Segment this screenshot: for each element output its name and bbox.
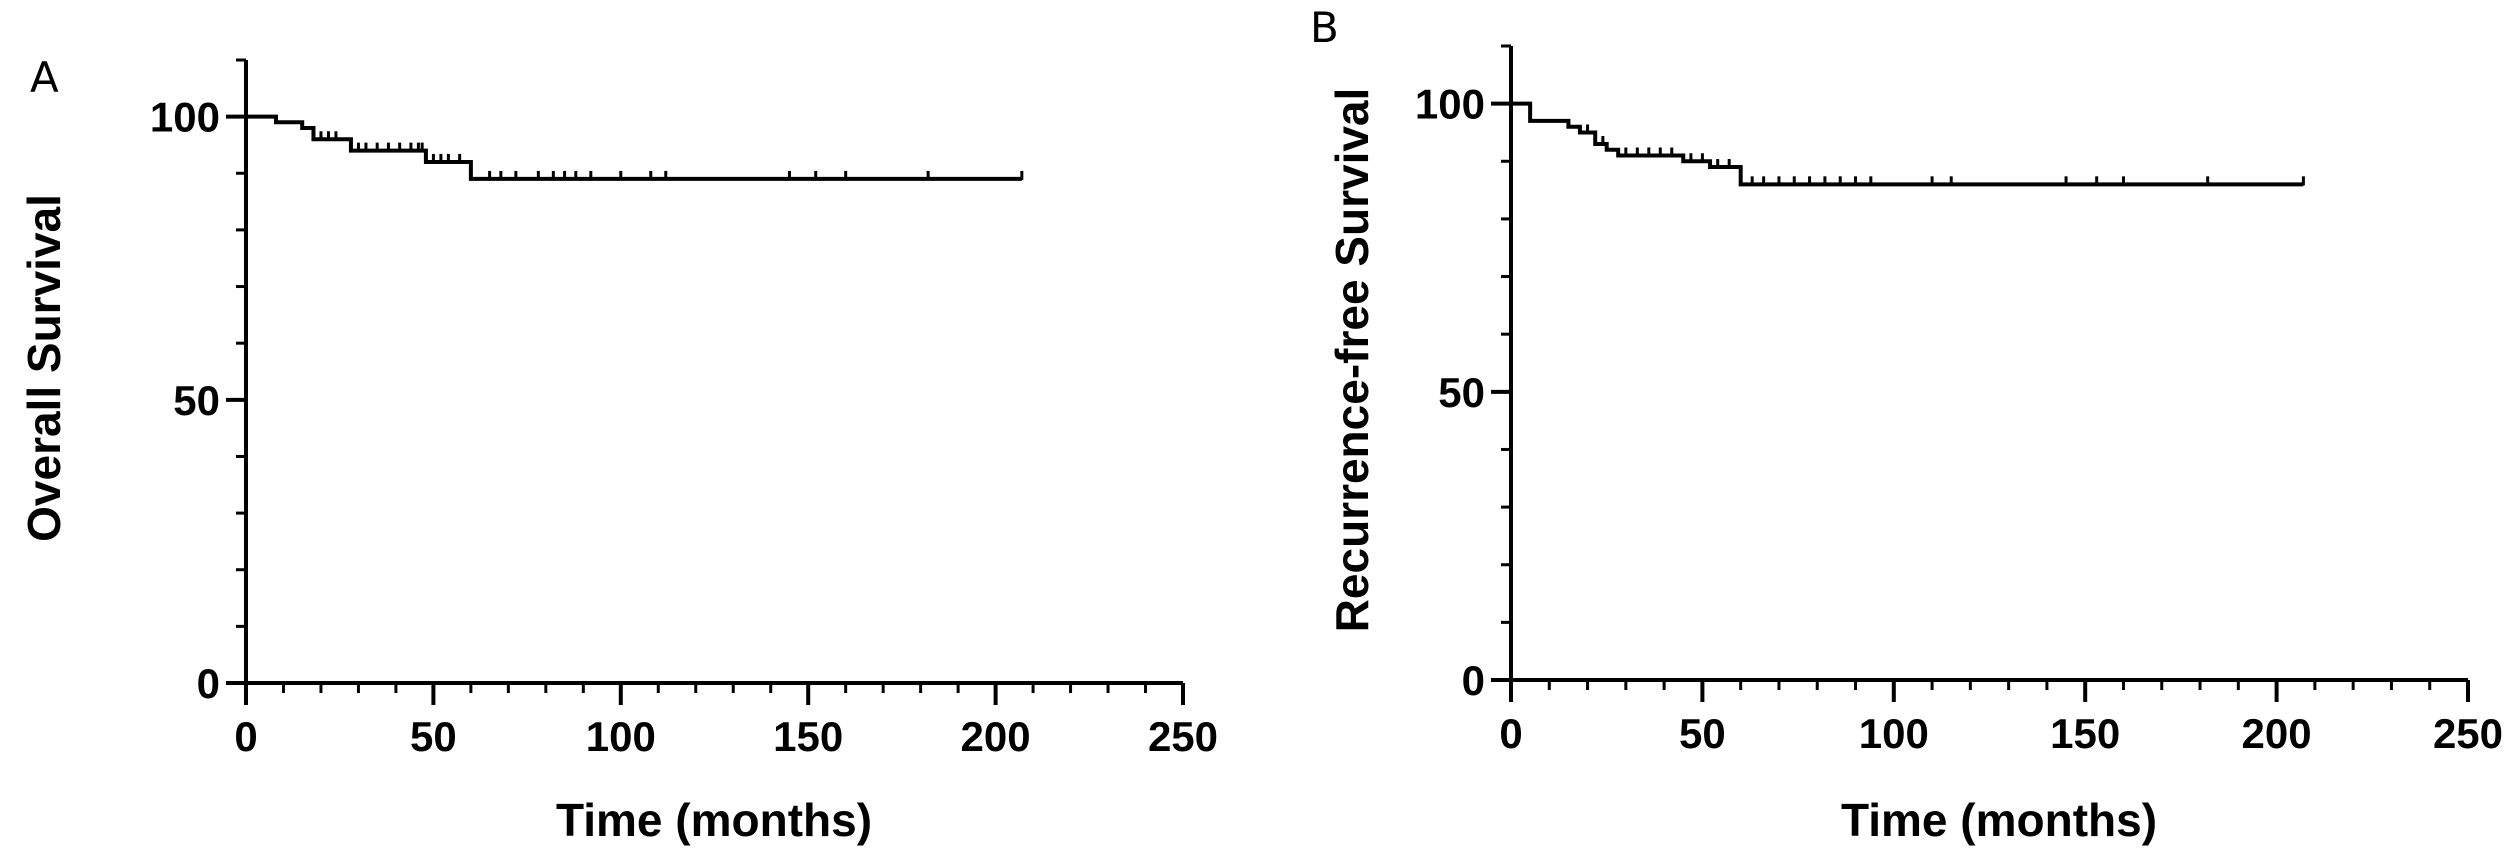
y-axis-title: Recurrence-free Survival — [1326, 88, 1378, 633]
x-tick-label: 150 — [773, 713, 843, 760]
axes — [226, 58, 1185, 705]
tick-labels: 0 50 100 0 50 100 150 200 250 — [150, 94, 1218, 760]
x-tick-label: 150 — [2050, 710, 2120, 757]
x-tick-label: 50 — [1679, 710, 1726, 757]
y-axis-title: Overall Survival — [18, 194, 70, 542]
x-tick-label: 100 — [586, 713, 656, 760]
y-tick-label: 100 — [150, 94, 220, 141]
y-tick-label: 0 — [197, 660, 220, 707]
x-tick-label: 250 — [2433, 710, 2503, 757]
y-tick-label: 50 — [173, 377, 220, 424]
x-tick-label: 100 — [1859, 710, 1929, 757]
y-tick-label: 50 — [1438, 369, 1485, 416]
x-tick-label: 0 — [1499, 710, 1522, 757]
axes — [1491, 44, 2470, 702]
panel-a-overall-survival: A Overall Survival Time (months) 0501000… — [18, 53, 1218, 846]
x-axis-title: Time (months) — [1841, 794, 2157, 846]
x-tick-label: 0 — [234, 713, 257, 760]
x-axis-title: Time (months) — [556, 794, 872, 846]
km-step-line — [246, 114, 1022, 181]
x-tick-label: 250 — [1148, 713, 1218, 760]
km-step-line — [1511, 101, 2304, 187]
y-tick-label: 100 — [1415, 81, 1485, 128]
tick-labels: 0 50 100 0 50 100 150 200 250 — [1415, 81, 2503, 757]
x-tick-label: 50 — [410, 713, 457, 760]
survival-curve — [246, 114, 1024, 181]
panel-label: B — [1310, 3, 1339, 52]
y-tick-label: 0 — [1462, 657, 1485, 704]
survival-curve — [1511, 101, 2305, 187]
x-tick-label: 200 — [2242, 710, 2312, 757]
panel-b-recurrence-free-survival: B Recurrence-free Survival Time (months)… — [1310, 3, 2503, 846]
panel-label: A — [30, 53, 59, 102]
x-tick-label: 200 — [961, 713, 1031, 760]
